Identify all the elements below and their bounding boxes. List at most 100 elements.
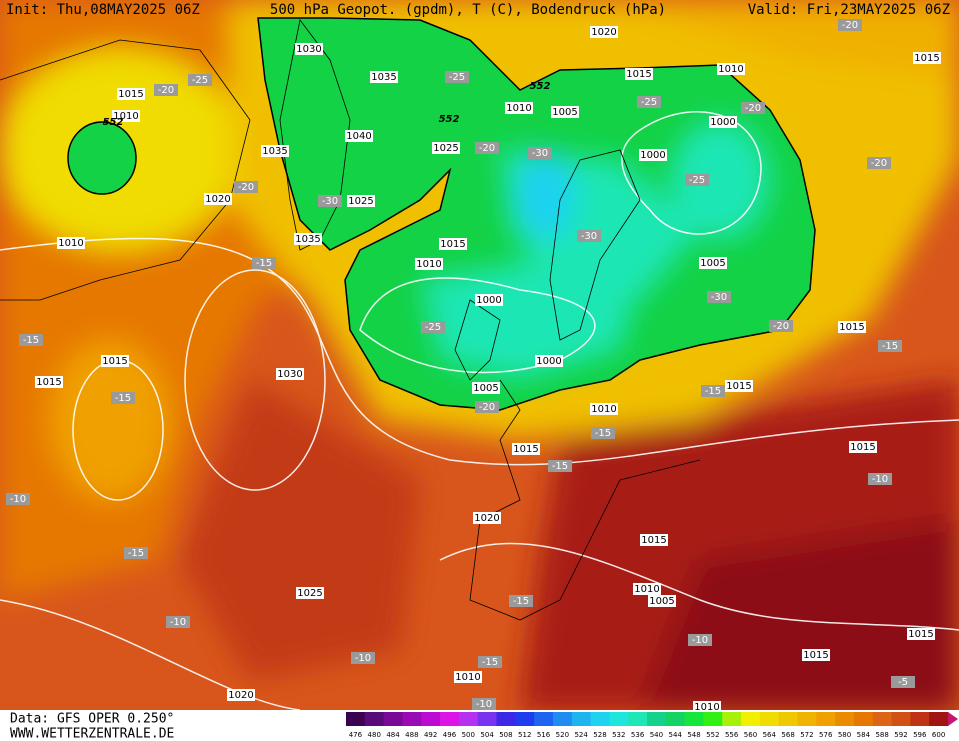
scale-cell bbox=[684, 712, 704, 726]
temperature-label-box bbox=[868, 473, 892, 485]
temperature-label: -15 bbox=[513, 596, 529, 607]
scale-label: 544 bbox=[669, 731, 683, 739]
isobar-label: 1010 bbox=[694, 702, 719, 713]
temperature-label-box bbox=[528, 147, 552, 159]
isobar-label: 1035 bbox=[295, 234, 320, 245]
temperature-label: -10 bbox=[10, 494, 26, 505]
isobar-lines bbox=[0, 111, 959, 711]
temperature-label: -20 bbox=[773, 321, 789, 332]
scale-label: 476 bbox=[349, 731, 363, 739]
temperature-label-box bbox=[421, 321, 445, 333]
isobar-label-box bbox=[838, 321, 866, 333]
isobar-label-box bbox=[57, 237, 85, 249]
temperature-label-box bbox=[577, 230, 601, 242]
temperature-label: -25 bbox=[449, 72, 465, 83]
isobar-label: 1010 bbox=[634, 584, 659, 595]
isobar-label-box bbox=[204, 193, 232, 205]
isobar-label: 1010 bbox=[455, 672, 480, 683]
temperature-label-box bbox=[838, 19, 862, 31]
scale-label: 596 bbox=[913, 731, 927, 739]
scale-cell bbox=[703, 712, 723, 726]
scale-label: 556 bbox=[725, 731, 739, 739]
scale-label: 528 bbox=[593, 731, 606, 739]
temperature-label: -15 bbox=[115, 393, 131, 404]
scale-cell bbox=[440, 712, 460, 726]
temperature-label: -15 bbox=[595, 428, 611, 439]
isobar-label-box bbox=[117, 88, 145, 100]
temperature-label: -15 bbox=[23, 335, 39, 346]
website: WWW.WETTERZENTRALE.DE bbox=[10, 727, 174, 741]
scale-label: 524 bbox=[574, 731, 588, 739]
temperature-label-box bbox=[548, 460, 572, 472]
isobar-label-box bbox=[590, 403, 618, 415]
isobar-label: 1000 bbox=[536, 356, 561, 367]
isobar-label: 1005 bbox=[552, 107, 577, 118]
isobar-label-box bbox=[535, 355, 563, 367]
temperature-label: -20 bbox=[479, 143, 495, 154]
temperature-label: -15 bbox=[482, 657, 498, 668]
field-red bbox=[180, 380, 420, 680]
isobar-label-box bbox=[717, 63, 745, 75]
isobar-label-box bbox=[473, 512, 501, 524]
map-title: 500 hPa Geopot. (gpdm), T (C), Bodendruc… bbox=[270, 2, 666, 18]
scale-label: 572 bbox=[800, 731, 813, 739]
isobar-label-box bbox=[907, 628, 935, 640]
temperature-label: -20 bbox=[745, 103, 761, 114]
isobar-label: 1000 bbox=[640, 150, 665, 161]
temperature-label-box bbox=[19, 334, 43, 346]
scale-cell bbox=[891, 712, 911, 726]
scale-cell bbox=[346, 712, 366, 726]
geopotential-label: 552 bbox=[103, 117, 124, 128]
temperature-label: -10 bbox=[476, 699, 492, 710]
scale-label: 536 bbox=[631, 731, 645, 739]
scale-label: 584 bbox=[857, 731, 871, 739]
color-scale: 476 480 484 488 492 496 500 504 508 512 516 520 524 5… bbox=[336, 712, 958, 739]
field-cyan bbox=[515, 150, 575, 240]
temperature-label-box bbox=[6, 493, 30, 505]
temperature-label-box bbox=[688, 634, 712, 646]
field-cold bbox=[420, 120, 770, 380]
temperature-label-box bbox=[252, 257, 276, 269]
isobar-label-box bbox=[112, 110, 140, 122]
scale-label: 484 bbox=[386, 731, 400, 739]
isobar-label-box bbox=[101, 355, 129, 367]
temperature-label-box bbox=[741, 102, 765, 114]
isobar-label-box bbox=[35, 376, 63, 388]
scale-cell bbox=[402, 712, 422, 726]
isobar-label: 1020 bbox=[205, 194, 230, 205]
field-crimson bbox=[640, 520, 959, 712]
scale-cell bbox=[609, 712, 629, 726]
scale-label: 520 bbox=[556, 731, 569, 739]
temperature-label: -15 bbox=[552, 461, 568, 472]
isobar-label: 1015 bbox=[803, 650, 828, 661]
scale-cell bbox=[778, 712, 798, 726]
isobar-label: 1015 bbox=[726, 381, 751, 392]
temperature-label-box bbox=[166, 616, 190, 628]
scale-label: 564 bbox=[763, 731, 777, 739]
scale-label: 592 bbox=[894, 731, 907, 739]
scale-label: 504 bbox=[480, 731, 494, 739]
scale-cell bbox=[647, 712, 667, 726]
isobar-label-box bbox=[294, 233, 322, 245]
isobar-label-box bbox=[725, 380, 753, 392]
temperature-label-box bbox=[475, 401, 499, 413]
scale-label: 580 bbox=[838, 731, 851, 739]
scale-cell bbox=[835, 712, 855, 726]
temperature-label-box bbox=[769, 320, 793, 332]
isobar-label-box bbox=[347, 195, 375, 207]
scale-label: 496 bbox=[443, 731, 457, 739]
isobar-label-box bbox=[709, 116, 737, 128]
temperature-label: -20 bbox=[238, 182, 254, 193]
isobar-label: 1020 bbox=[228, 690, 253, 701]
isobar-label: 1015 bbox=[850, 442, 875, 453]
temperature-label-box bbox=[154, 84, 178, 96]
isobar-label: 1015 bbox=[914, 53, 939, 64]
temperature-label: -25 bbox=[192, 75, 208, 86]
scale-cell bbox=[383, 712, 403, 726]
isobar-label-box bbox=[296, 587, 324, 599]
isobar-label-box bbox=[475, 294, 503, 306]
isobar-label: 1010 bbox=[416, 259, 441, 270]
isobar-label: 1015 bbox=[440, 239, 465, 250]
